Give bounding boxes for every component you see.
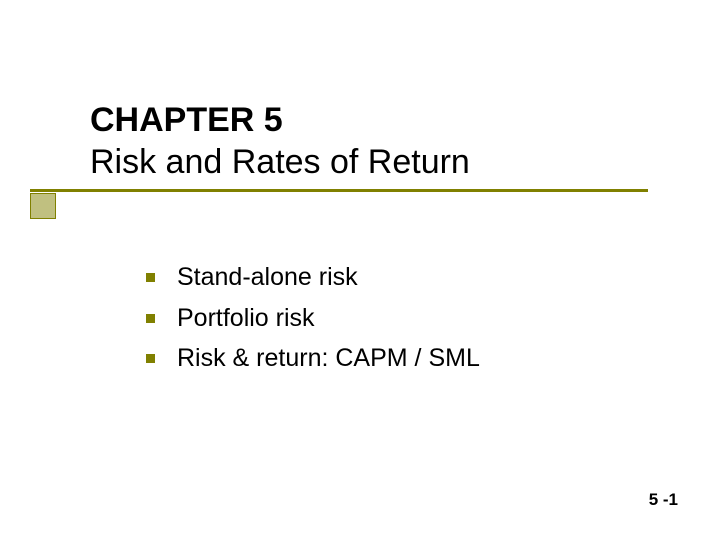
title-line2: Risk and Rates of Return xyxy=(90,141,670,184)
list-item: Stand-alone risk xyxy=(146,261,670,294)
square-bullet-icon xyxy=(146,314,155,323)
bullet-list: Stand-alone risk Portfolio risk Risk & r… xyxy=(146,261,670,375)
square-bullet-icon xyxy=(146,354,155,363)
title-block: CHAPTER 5 Risk and Rates of Return xyxy=(90,100,670,183)
title-line1: CHAPTER 5 xyxy=(90,100,670,141)
title-underline xyxy=(30,189,648,192)
bullet-text: Risk & return: CAPM / SML xyxy=(177,342,480,375)
list-item: Risk & return: CAPM / SML xyxy=(146,342,670,375)
title-accent-box xyxy=(30,193,56,219)
slide: CHAPTER 5 Risk and Rates of Return Stand… xyxy=(0,0,720,540)
square-bullet-icon xyxy=(146,273,155,282)
bullet-text: Stand-alone risk xyxy=(177,261,358,294)
page-number: 5 -1 xyxy=(649,490,678,510)
list-item: Portfolio risk xyxy=(146,302,670,335)
bullet-text: Portfolio risk xyxy=(177,302,315,335)
